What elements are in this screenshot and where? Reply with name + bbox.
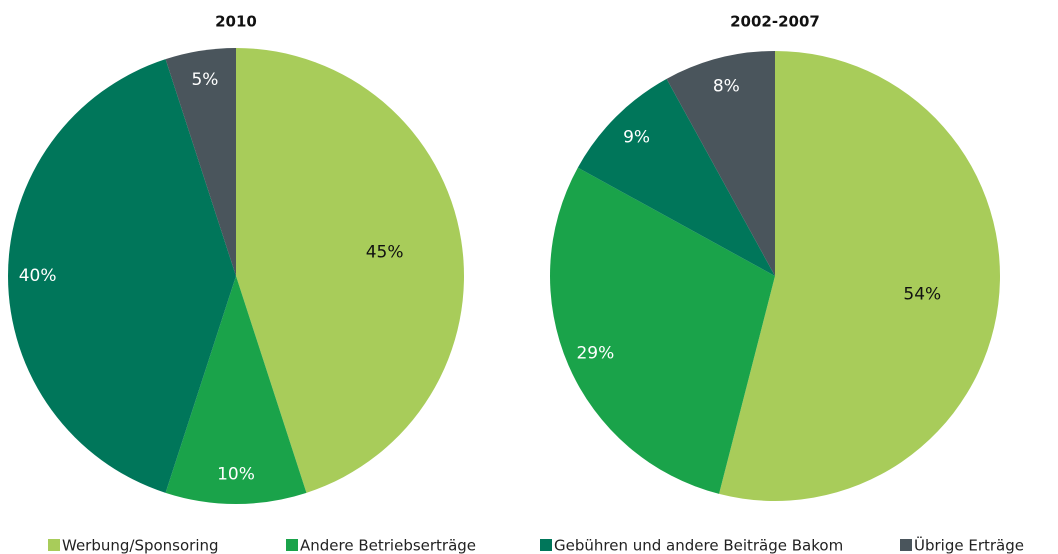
pie-slice	[666, 51, 775, 276]
slice-label: 10%	[217, 464, 255, 484]
pie-slice	[7, 59, 237, 493]
legend-label: Andere Betriebserträge	[300, 537, 476, 554]
slice-label: 54%	[903, 285, 941, 305]
pie-slice	[165, 48, 236, 276]
pie-slice	[550, 167, 775, 494]
legend-label: Gebühren und andere Beiträge Bakom	[554, 537, 843, 554]
pie-slice	[577, 78, 775, 276]
legend-swatch	[900, 539, 912, 551]
slice-label: 40%	[19, 266, 57, 286]
chart-title: 2010	[215, 13, 257, 31]
slice-label: 9%	[623, 128, 650, 148]
legend-swatch	[540, 539, 552, 551]
slice-label: 5%	[191, 70, 218, 90]
slice-label: 45%	[366, 242, 404, 262]
slice-label: 8%	[713, 76, 740, 96]
legend-label: Übrige Erträge	[914, 536, 1024, 554]
legend-swatch	[286, 539, 298, 551]
pie-slice	[236, 48, 465, 493]
legend-label: Werbung/Sponsoring	[62, 537, 219, 554]
chart-title: 2002-2007	[730, 13, 820, 31]
slice-label: 29%	[576, 344, 614, 364]
legend-swatch	[48, 539, 60, 551]
pie-slice	[719, 51, 1001, 502]
pie-slice	[165, 276, 307, 504]
